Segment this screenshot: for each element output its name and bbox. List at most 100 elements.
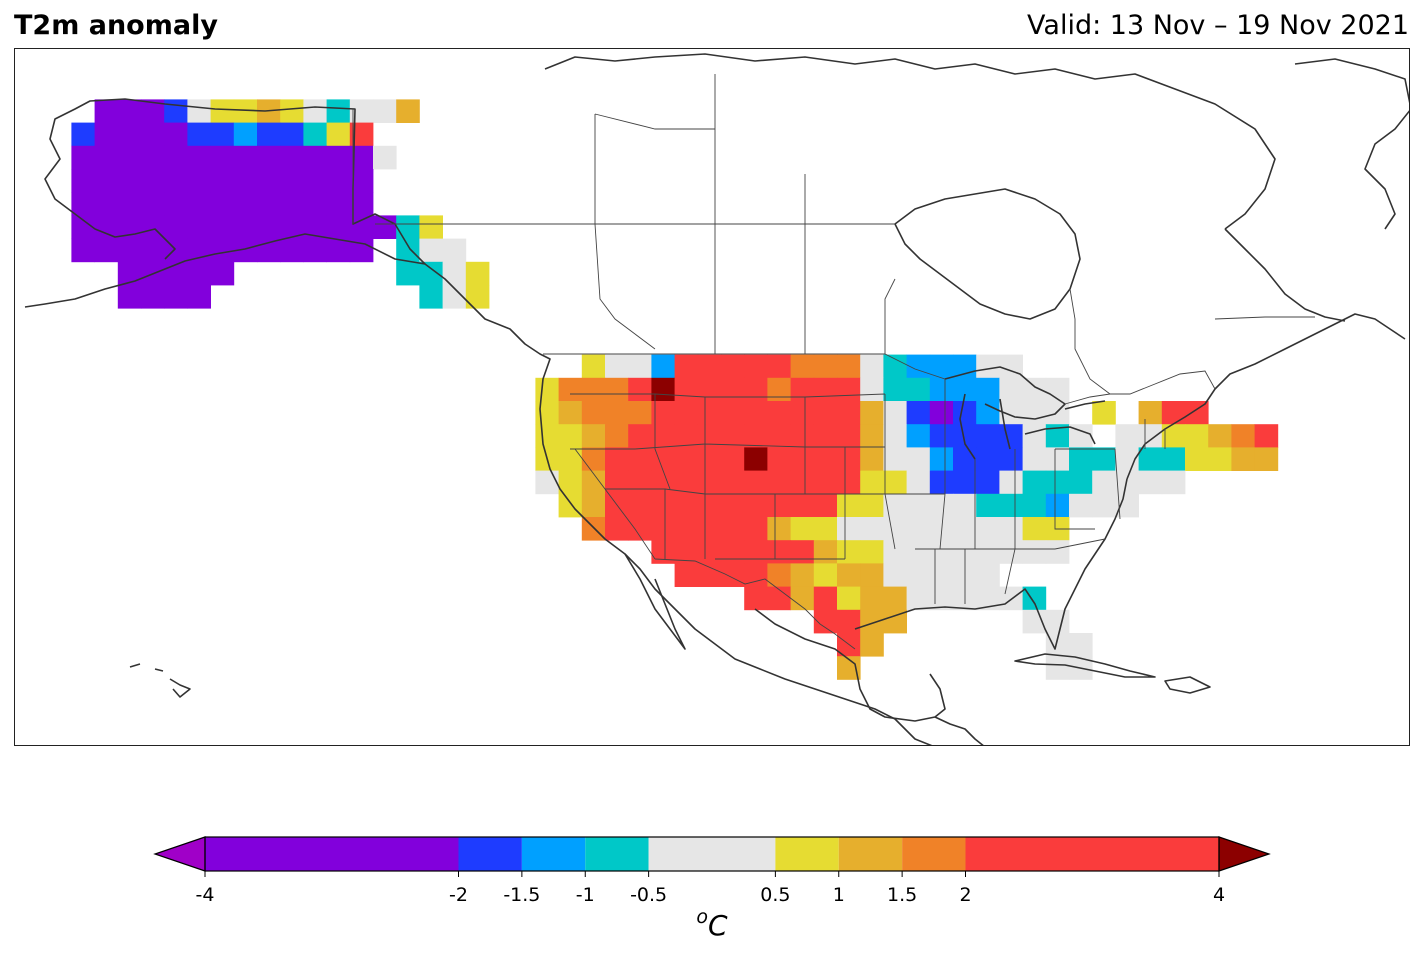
- anomaly-cell: [1092, 470, 1116, 495]
- anomaly-cell: [1185, 424, 1209, 448]
- anomaly-cell: [906, 540, 931, 564]
- anomaly-cell: [767, 493, 791, 518]
- anomaly-cell: [558, 401, 583, 425]
- anomaly-cell: [883, 493, 907, 518]
- anomaly-cell: [164, 122, 188, 147]
- anomaly-cell: [280, 169, 304, 193]
- map-canvas: [24, 53, 1409, 745]
- anomaly-cell: [1069, 470, 1093, 495]
- colorbar-outline: [204, 836, 1220, 872]
- anomaly-cell: [929, 354, 954, 379]
- hawaii: [129, 663, 191, 698]
- anomaly-cell: [929, 470, 954, 495]
- anomaly-cell: [651, 354, 675, 379]
- anomaly-cell: [767, 424, 791, 448]
- anomaly-cell: [1022, 586, 1047, 611]
- anomaly-cell: [721, 447, 745, 471]
- anomaly-cell: [1161, 401, 1186, 425]
- colorbar-segment: [458, 837, 522, 871]
- anomaly-cell: [581, 401, 606, 425]
- anomaly-cell: [906, 563, 931, 587]
- anomaly-cell: [883, 517, 907, 541]
- anomaly-cell: [442, 238, 467, 263]
- anomaly-cell: [883, 470, 907, 495]
- anomaly-cell: [1161, 447, 1186, 471]
- anomaly-cell: [1045, 401, 1070, 425]
- anomaly-cell: [581, 424, 606, 448]
- anomaly-cell: [257, 169, 281, 193]
- anomaly-cell: [721, 424, 745, 448]
- anomaly-cell: [94, 192, 119, 216]
- anomaly-cell: [837, 354, 861, 379]
- anomaly-cell: [976, 377, 1000, 402]
- anomaly-cell: [303, 169, 327, 193]
- anomaly-cell: [117, 261, 142, 286]
- anomaly-cell: [697, 517, 722, 541]
- anomaly-cell: [349, 122, 374, 147]
- anomaly-cell: [1022, 540, 1047, 564]
- anomaly-cell: [674, 470, 699, 495]
- anomaly-cell: [1254, 424, 1279, 448]
- anomaly-cell: [71, 122, 95, 147]
- anomaly-cell: [767, 447, 791, 471]
- anomaly-cell: [651, 377, 675, 402]
- colorbar-tick-label: 1: [833, 884, 845, 906]
- anomaly-cell: [1138, 447, 1163, 471]
- anomaly-cell: [697, 540, 722, 564]
- anomaly-cell: [581, 493, 606, 518]
- anomaly-cell: [883, 586, 907, 611]
- anomaly-cell: [813, 447, 838, 471]
- anomaly-cell: [860, 540, 884, 564]
- anomaly-cell: [605, 493, 629, 518]
- anomaly-cell: [326, 238, 351, 263]
- anomaly-cell: [674, 447, 699, 471]
- anomaly-cell: [697, 493, 722, 518]
- anomaly-cell: [581, 470, 606, 495]
- anomaly-cell: [744, 354, 768, 379]
- anomaly-cell: [303, 215, 327, 239]
- anomaly-cell: [813, 354, 838, 379]
- anomaly-cell: [117, 145, 142, 170]
- anomaly-cell: [303, 99, 327, 123]
- arctic-islands: [544, 53, 1276, 230]
- anomaly-cell: [999, 377, 1023, 402]
- anomaly-cell: [813, 401, 838, 425]
- anomaly-cell: [210, 99, 235, 123]
- colorbar-segment: [775, 837, 839, 871]
- anomaly-cell: [721, 470, 745, 495]
- anomaly-cell: [164, 215, 188, 239]
- anomaly-cell: [790, 586, 815, 611]
- anomaly-cell: [1185, 447, 1209, 471]
- anomaly-cell: [721, 401, 745, 425]
- anomaly-cell: [744, 447, 768, 471]
- anomaly-cell: [883, 609, 907, 634]
- anomaly-cell: [767, 354, 791, 379]
- anomaly-cell: [94, 238, 119, 263]
- anomaly-cell: [721, 517, 745, 541]
- anomaly-cell: [813, 586, 838, 611]
- anomaly-cell: [767, 540, 791, 564]
- anomaly-cell: [419, 215, 443, 239]
- anomaly-cell: [210, 215, 235, 239]
- anomaly-cell: [837, 470, 861, 495]
- anomaly-cell: [303, 145, 327, 170]
- anomaly-cell: [117, 99, 142, 123]
- anomaly-cell: [790, 424, 815, 448]
- anomaly-cell: [141, 192, 165, 216]
- anomaly-cell: [837, 586, 861, 611]
- anomaly-cell: [837, 401, 861, 425]
- greenland: [1294, 58, 1409, 230]
- anomaly-cell: [837, 540, 861, 564]
- anomaly-cell: [558, 377, 583, 402]
- alaska-coast: [24, 98, 426, 308]
- anomaly-cell: [1022, 447, 1047, 471]
- anomaly-cell: [883, 377, 907, 402]
- anomaly-cell: [257, 145, 281, 170]
- anomaly-cell: [860, 517, 884, 541]
- anomaly-cell: [396, 261, 420, 286]
- anomaly-cell: [117, 238, 142, 263]
- anomaly-cell: [999, 493, 1023, 518]
- cuba: [1014, 653, 1156, 678]
- anomaly-cell: [883, 354, 907, 379]
- anomaly-cell: [233, 238, 258, 263]
